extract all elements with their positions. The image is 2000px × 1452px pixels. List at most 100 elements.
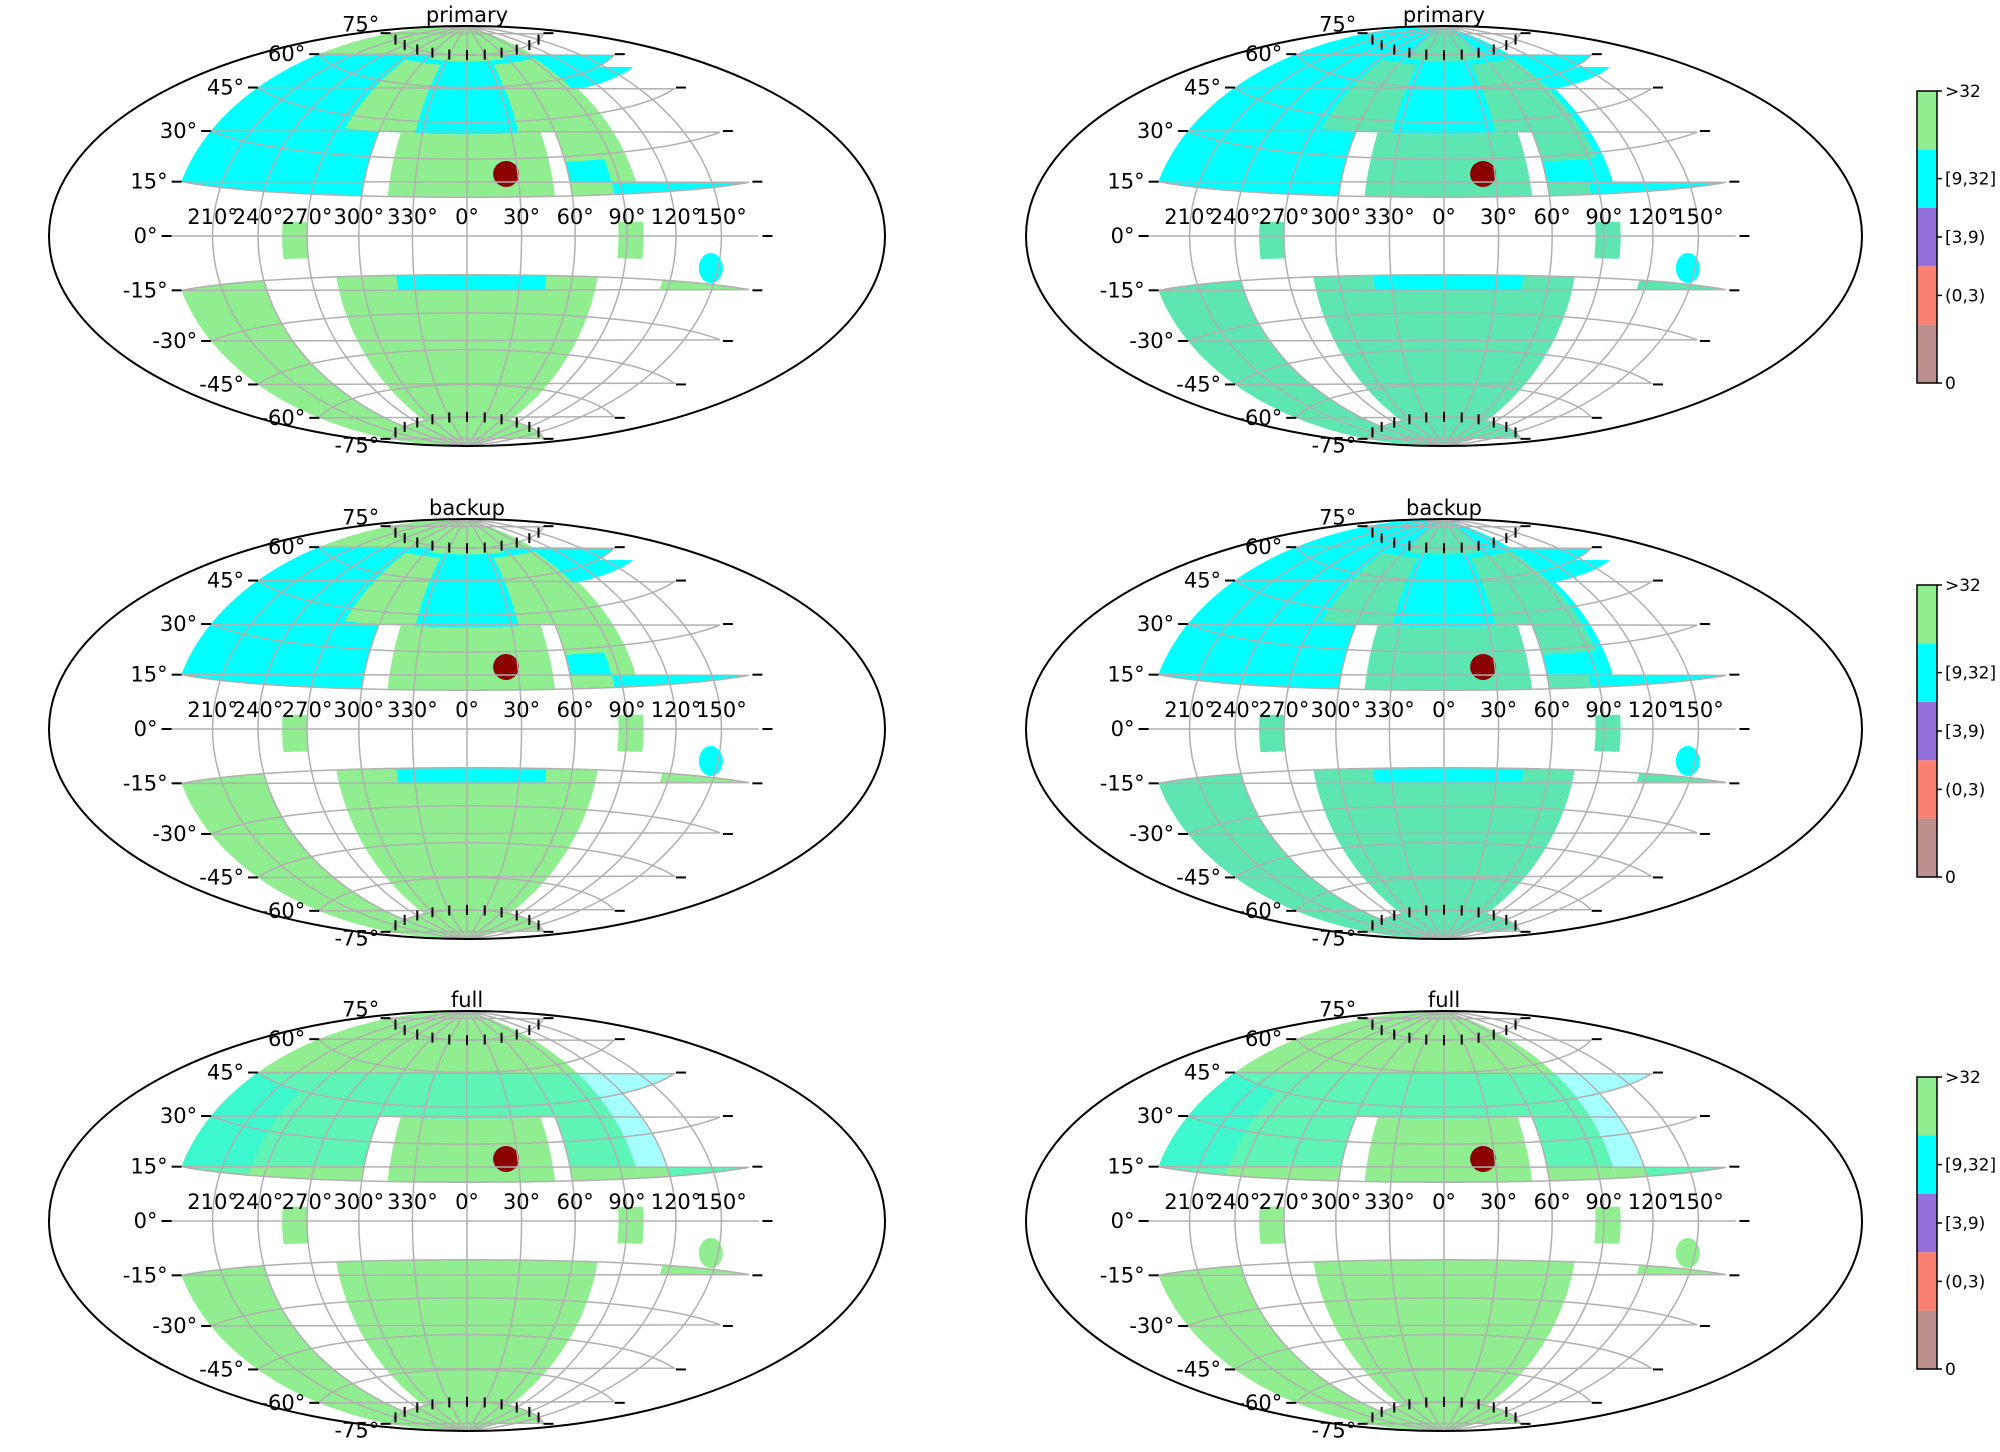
lon-gridline [1283, 1011, 1445, 1431]
lon-gridline [466, 519, 628, 939]
lat-tick-label: -60° [260, 406, 305, 430]
north-band-east [1158, 54, 1728, 195]
lat-tick-label: -75° [334, 926, 379, 950]
lon-tick-label: 0° [455, 698, 479, 722]
lat-tick-label: -30° [1129, 1314, 1174, 1338]
lon-gridline [306, 1011, 468, 1431]
lon-gridline [1443, 1011, 1500, 1431]
lat-tick-label: -45° [1176, 372, 1221, 396]
north-band-east [1158, 547, 1728, 688]
lon-gridline [1443, 1011, 1654, 1431]
lon-tick-label: 120° [1628, 205, 1679, 229]
lon-tick-label: 60° [557, 1190, 594, 1214]
map-panel-full-left: 210°240°270° 300° 330° 0° 30° 60° 90° 120°150° -… [48, 988, 886, 1442]
colorbar-1: 0 (0,3) [3,9) [9,32] >32 [1916, 576, 1996, 888]
lon-tick-label: 120° [651, 1190, 702, 1214]
lon-tick-label: 0° [1432, 698, 1456, 722]
lat-tick-label: 45° [1184, 76, 1221, 100]
lon-tick-label: 0° [1432, 205, 1456, 229]
south-gap-west [1241, 769, 1402, 920]
lon-tick-label: 240° [233, 205, 284, 229]
colorbar-0: 0 (0,3) [3,9) [9,32] >32 [1916, 82, 1996, 394]
lon-tick-label: 270° [282, 1190, 333, 1214]
lon-tick-label: 240° [233, 1190, 284, 1214]
lon-gridline [1443, 1011, 1605, 1431]
lat-tick-label: 0° [1111, 1209, 1135, 1233]
lon-tick-label: 0° [455, 205, 479, 229]
south-gap-east [509, 769, 663, 920]
north-band-east [181, 547, 751, 688]
lat-tick-label: -60° [1237, 1391, 1282, 1415]
lat-tick-label: 15° [130, 170, 167, 194]
colorbar-swatch [1917, 585, 1937, 644]
eq-patch-east [1594, 714, 1621, 752]
lat-tick-label: -30° [152, 329, 197, 353]
gridlines [171, 519, 759, 939]
lon-gridline [358, 519, 468, 939]
lon-gridline [466, 26, 523, 446]
lon-gridline [211, 519, 468, 939]
lon-tick-label: 210° [187, 698, 238, 722]
lon-tick-label: 240° [1210, 698, 1261, 722]
lat-tick-label: 60° [1245, 42, 1282, 66]
map-panel-primary-left: 210°240°270° 300° 330° 0° 30° 60° 90° 120°150° -… [48, 3, 886, 457]
lat-tick-label: 75° [342, 13, 379, 37]
lat-tick-label: -15° [123, 771, 168, 795]
lon-gridline [1443, 1011, 1700, 1431]
map-panel-full-right: 210°240°270° 300° 330° 0° 30° 60° 90° 120°150° -… [1025, 988, 1863, 1442]
eq-patch-west [282, 221, 309, 260]
lon-tick-label: 30° [503, 1190, 540, 1214]
inner-dome [387, 1117, 556, 1183]
lon-tick-label: 60° [1534, 205, 1571, 229]
lat-tick-label: 30° [1137, 1104, 1174, 1128]
colorbar-tick-label: [3,9) [1945, 722, 1985, 742]
lon-tick-label: 330° [1364, 698, 1415, 722]
lat-tick-label: 75° [1319, 13, 1356, 37]
colorbar-swatch [1917, 266, 1937, 325]
lon-tick-label: 30° [503, 698, 540, 722]
inner-dome [1364, 1117, 1533, 1183]
north-arc-west [1321, 552, 1418, 627]
lat-tick-label: 0° [134, 224, 158, 248]
north-region-5 [1158, 1039, 1383, 1181]
lat-tick-label: -15° [123, 1263, 168, 1287]
south-gap-east [1486, 276, 1640, 427]
panel-title: full [1428, 988, 1460, 1012]
south-gap-west [1241, 1261, 1402, 1412]
colorbar-tick-label: 0 [1945, 374, 1956, 394]
dark-red-spot [1470, 1145, 1497, 1172]
lon-tick-label: 150° [696, 698, 747, 722]
lat-tick-label: 15° [1107, 170, 1144, 194]
lat-tick-label: 30° [160, 119, 197, 143]
lat-tick-label: -30° [1129, 822, 1174, 846]
lon-tick-label: 240° [1210, 205, 1261, 229]
lon-tick-label: 0° [455, 1190, 479, 1214]
colorbar-tick-label: 0 [1945, 868, 1956, 888]
lon-gridline [1388, 1011, 1445, 1431]
lon-gridline [466, 519, 576, 939]
lon-tick-label: 240° [1210, 1190, 1261, 1214]
lon-gridline [466, 519, 677, 939]
map-outline [1025, 1010, 1863, 1432]
colorbar-tick-label: [9,32] [1945, 664, 1996, 684]
lon-tick-label: 330° [387, 698, 438, 722]
lat-tick-label: 30° [1137, 119, 1174, 143]
south-gap-west [264, 769, 425, 920]
lon-tick-label: 90° [608, 1190, 645, 1214]
map-outline [1025, 25, 1863, 447]
lat-tick-label: -60° [260, 899, 305, 923]
lon-gridline [211, 26, 468, 446]
lon-tick-label: 300° [334, 205, 385, 229]
lat-tick-label: 75° [1319, 998, 1356, 1022]
colorbar-swatch [1917, 643, 1937, 702]
colorbar-swatch [1917, 207, 1937, 267]
north-arc-west [1321, 59, 1418, 134]
dark-red-spot [493, 1145, 520, 1172]
lat-tick-label: 0° [134, 717, 158, 741]
lon-gridline [466, 1011, 523, 1431]
lat-tick-label: 30° [160, 612, 197, 636]
lat-tick-label: -30° [152, 1314, 197, 1338]
map-panel-primary-right: 210°240°270° 300° 330° 0° 30° 60° 90° 120°150° -… [1025, 3, 1863, 457]
lat-tick-label: 15° [130, 663, 167, 687]
lon-gridline [1188, 1011, 1445, 1431]
